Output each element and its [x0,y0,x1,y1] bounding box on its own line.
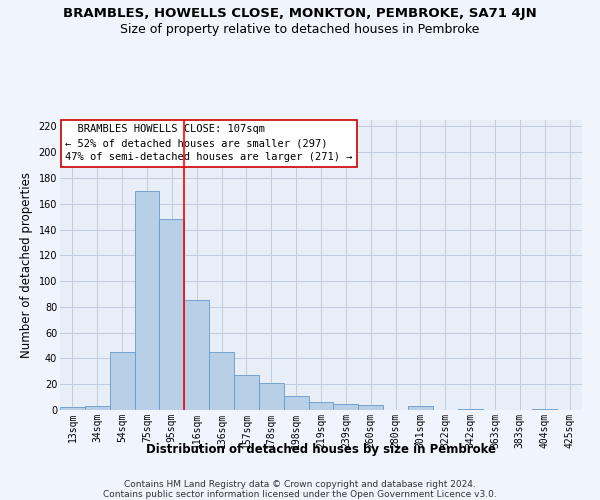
Bar [259,383,284,410]
Bar [358,405,383,410]
Bar [85,406,110,410]
Bar [408,406,433,410]
Bar [284,396,308,410]
Bar [134,191,160,410]
Bar [209,352,234,410]
Bar [532,408,557,410]
Text: Size of property relative to detached houses in Pembroke: Size of property relative to detached ho… [121,22,479,36]
Bar [160,219,184,410]
Text: BRAMBLES, HOWELLS CLOSE, MONKTON, PEMBROKE, SA71 4JN: BRAMBLES, HOWELLS CLOSE, MONKTON, PEMBRO… [63,8,537,20]
Bar [184,300,209,410]
Text: BRAMBLES HOWELLS CLOSE: 107sqm
← 52% of detached houses are smaller (297)
47% of: BRAMBLES HOWELLS CLOSE: 107sqm ← 52% of … [65,124,353,162]
Y-axis label: Number of detached properties: Number of detached properties [20,172,33,358]
Bar [110,352,134,410]
Bar [234,375,259,410]
Bar [60,408,85,410]
Bar [308,402,334,410]
Bar [334,404,358,410]
Text: Distribution of detached houses by size in Pembroke: Distribution of detached houses by size … [146,442,496,456]
Text: Contains HM Land Registry data © Crown copyright and database right 2024.
Contai: Contains HM Land Registry data © Crown c… [103,480,497,500]
Bar [458,408,482,410]
